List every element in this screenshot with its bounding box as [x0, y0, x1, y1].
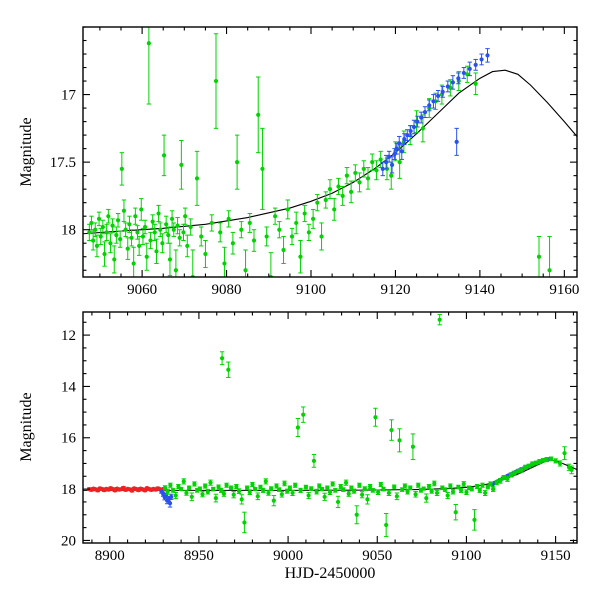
y-axis-label-top: Magnitude [18, 117, 35, 187]
y-axis-label-bottom: Magnitude [18, 392, 35, 462]
x-axis-label: HJD-2450000 [284, 565, 376, 582]
